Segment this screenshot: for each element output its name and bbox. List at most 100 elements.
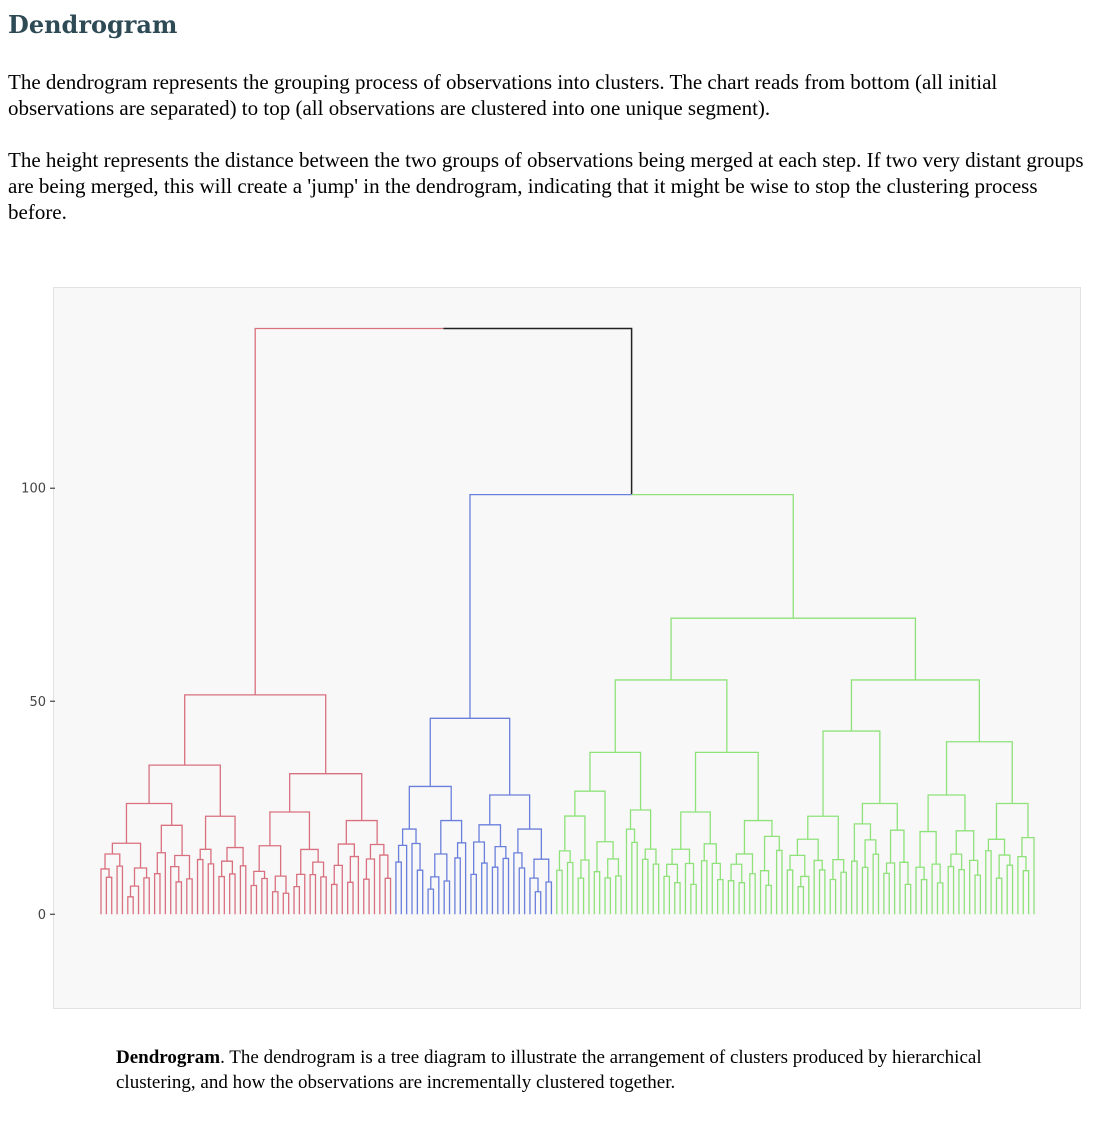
dendrogram-link-23 bbox=[226, 846, 244, 866]
dendrogram-link-165 bbox=[985, 850, 992, 915]
dendrogram-link-100 bbox=[631, 841, 638, 915]
dendrogram-link-9 bbox=[129, 885, 140, 915]
dendrogram-link-83 bbox=[670, 617, 917, 680]
dendrogram-link-129 bbox=[796, 838, 819, 861]
root-link-left bbox=[254, 327, 444, 695]
dendrogram-link-171 bbox=[1022, 870, 1030, 915]
dendrogram-link-106 bbox=[671, 848, 691, 865]
dendrogram-link-22 bbox=[207, 863, 215, 915]
dendrogram-link-118 bbox=[730, 863, 743, 883]
dendrogram-link-163 bbox=[995, 802, 1029, 840]
dendrogram-link-107 bbox=[666, 863, 679, 883]
caption-text: . The dendrogram is a tree diagram to il… bbox=[116, 1047, 982, 1093]
dendrogram-link-79 bbox=[533, 858, 550, 883]
dendrogram-link-37 bbox=[300, 848, 319, 875]
dendrogram-link-131 bbox=[786, 869, 794, 915]
dendrogram-link-26 bbox=[229, 873, 236, 915]
dendrogram-link-103 bbox=[652, 863, 660, 915]
dendrogram-link-68 bbox=[489, 794, 531, 830]
dendrogram-link-72 bbox=[481, 862, 488, 915]
root-link-right bbox=[443, 327, 633, 495]
dendrogram-link-12 bbox=[160, 824, 183, 856]
dendrogram-link-51 bbox=[363, 878, 370, 915]
dendrogram-link-73 bbox=[494, 846, 507, 868]
dendrogram-link-126 bbox=[850, 679, 981, 742]
dendrogram-link-78 bbox=[518, 867, 526, 915]
dendrogram-link-77 bbox=[513, 852, 523, 915]
dendrogram-link-38 bbox=[296, 873, 306, 915]
dendrogram-link-119 bbox=[727, 880, 735, 915]
dendrogram-link-40 bbox=[312, 861, 325, 877]
dendrogram-link-132 bbox=[800, 875, 810, 915]
blue-green-link-left bbox=[469, 493, 632, 719]
dendrogram-link-156 bbox=[936, 882, 944, 915]
dendrogram-link-114 bbox=[711, 862, 721, 915]
dendrogram-link-6 bbox=[105, 876, 113, 915]
dendrogram-link-130 bbox=[789, 854, 806, 877]
dendrogram-links bbox=[100, 327, 1035, 915]
dendrogram-link-11 bbox=[143, 877, 150, 915]
dendrogram-link-95 bbox=[607, 858, 620, 878]
dendrogram-link-125 bbox=[775, 849, 783, 915]
dendrogram-link-66 bbox=[456, 842, 467, 915]
dendrogram-link-93 bbox=[596, 841, 614, 872]
dendrogram-link-89 bbox=[556, 869, 563, 915]
dendrogram-link-42 bbox=[320, 876, 327, 915]
dendrogram-link-49 bbox=[369, 843, 385, 860]
dendrogram-link-82 bbox=[545, 881, 553, 915]
dendrogram-link-76 bbox=[517, 828, 543, 860]
dendrogram-link-141 bbox=[851, 860, 858, 915]
dendrogram-link-92 bbox=[577, 877, 585, 915]
dendrogram-link-109 bbox=[674, 882, 681, 915]
dendrogram-link-154 bbox=[920, 878, 928, 915]
y-tick-label-100: 100 bbox=[21, 482, 46, 497]
dendrogram-link-142 bbox=[864, 839, 877, 868]
dendrogram-link-112 bbox=[703, 843, 717, 864]
dendrogram-link-62 bbox=[434, 853, 448, 881]
dendrogram-link-43 bbox=[345, 819, 378, 845]
dendrogram-link-123 bbox=[759, 870, 770, 915]
dendrogram-link-136 bbox=[832, 858, 845, 880]
dendrogram-link-60 bbox=[416, 869, 424, 915]
dendrogram-link-137 bbox=[829, 878, 837, 915]
dendrogram-link-166 bbox=[998, 854, 1011, 879]
y-tick-label-50: 50 bbox=[29, 695, 46, 710]
dendrogram-link-59 bbox=[411, 842, 421, 915]
dendrogram-link-162 bbox=[974, 874, 982, 915]
dendrogram-link-32 bbox=[250, 884, 258, 915]
dendrogram-link-133 bbox=[797, 886, 805, 915]
dendrogram-link-147 bbox=[883, 872, 890, 915]
dendrogram-chart: 0 50 100 bbox=[21, 327, 1035, 923]
dendrogram-link-117 bbox=[735, 853, 754, 874]
dendrogram-link-10 bbox=[127, 896, 134, 915]
dendrogram-link-58 bbox=[395, 861, 402, 915]
dendrogram-link-143 bbox=[861, 866, 869, 915]
dendrogram-link-19 bbox=[204, 815, 236, 850]
dendrogram-link-153 bbox=[915, 866, 925, 915]
dendrogram-link-148 bbox=[899, 861, 909, 915]
dendrogram-link-41 bbox=[309, 873, 317, 915]
dendrogram-link-164 bbox=[987, 838, 1006, 856]
dendrogram-link-44 bbox=[337, 843, 356, 866]
dendrogram-link-67 bbox=[454, 857, 461, 915]
dendrogram-link-20 bbox=[199, 848, 212, 864]
blue-green-link-right bbox=[631, 493, 794, 619]
dendrogram-link-134 bbox=[813, 859, 823, 915]
dendrogram-link-108 bbox=[663, 875, 671, 915]
dendrogram-link-1 bbox=[148, 764, 221, 817]
dendrogram-link-55 bbox=[408, 785, 452, 830]
y-axis: 0 50 100 bbox=[21, 482, 55, 923]
dendrogram-link-151 bbox=[927, 794, 966, 832]
page-title: Dendrogram bbox=[8, 10, 178, 39]
intro-paragraph-1: The dendrogram represents the grouping p… bbox=[8, 70, 998, 120]
dendrogram-link-139 bbox=[861, 802, 898, 831]
dendrogram-link-150 bbox=[945, 741, 1013, 804]
dendrogram-link-113 bbox=[700, 860, 708, 915]
dendrogram-link-124 bbox=[765, 884, 772, 915]
dendrogram-link-122 bbox=[763, 835, 780, 871]
dendrogram-link-57 bbox=[397, 844, 408, 915]
dendrogram-link-30 bbox=[258, 845, 282, 877]
dendrogram-link-116 bbox=[743, 819, 773, 854]
dendrogram-link-21 bbox=[196, 858, 204, 915]
dendrogram-link-36 bbox=[282, 892, 290, 915]
